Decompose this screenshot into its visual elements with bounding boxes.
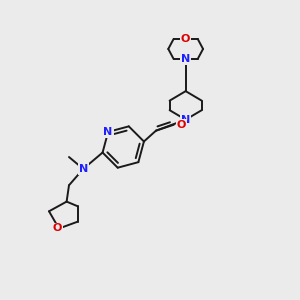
Text: N: N (181, 115, 190, 125)
Text: O: O (181, 34, 190, 44)
Text: N: N (79, 164, 88, 174)
Text: N: N (181, 54, 190, 64)
Text: O: O (53, 224, 62, 233)
Text: N: N (103, 127, 113, 137)
Text: O: O (176, 120, 186, 130)
